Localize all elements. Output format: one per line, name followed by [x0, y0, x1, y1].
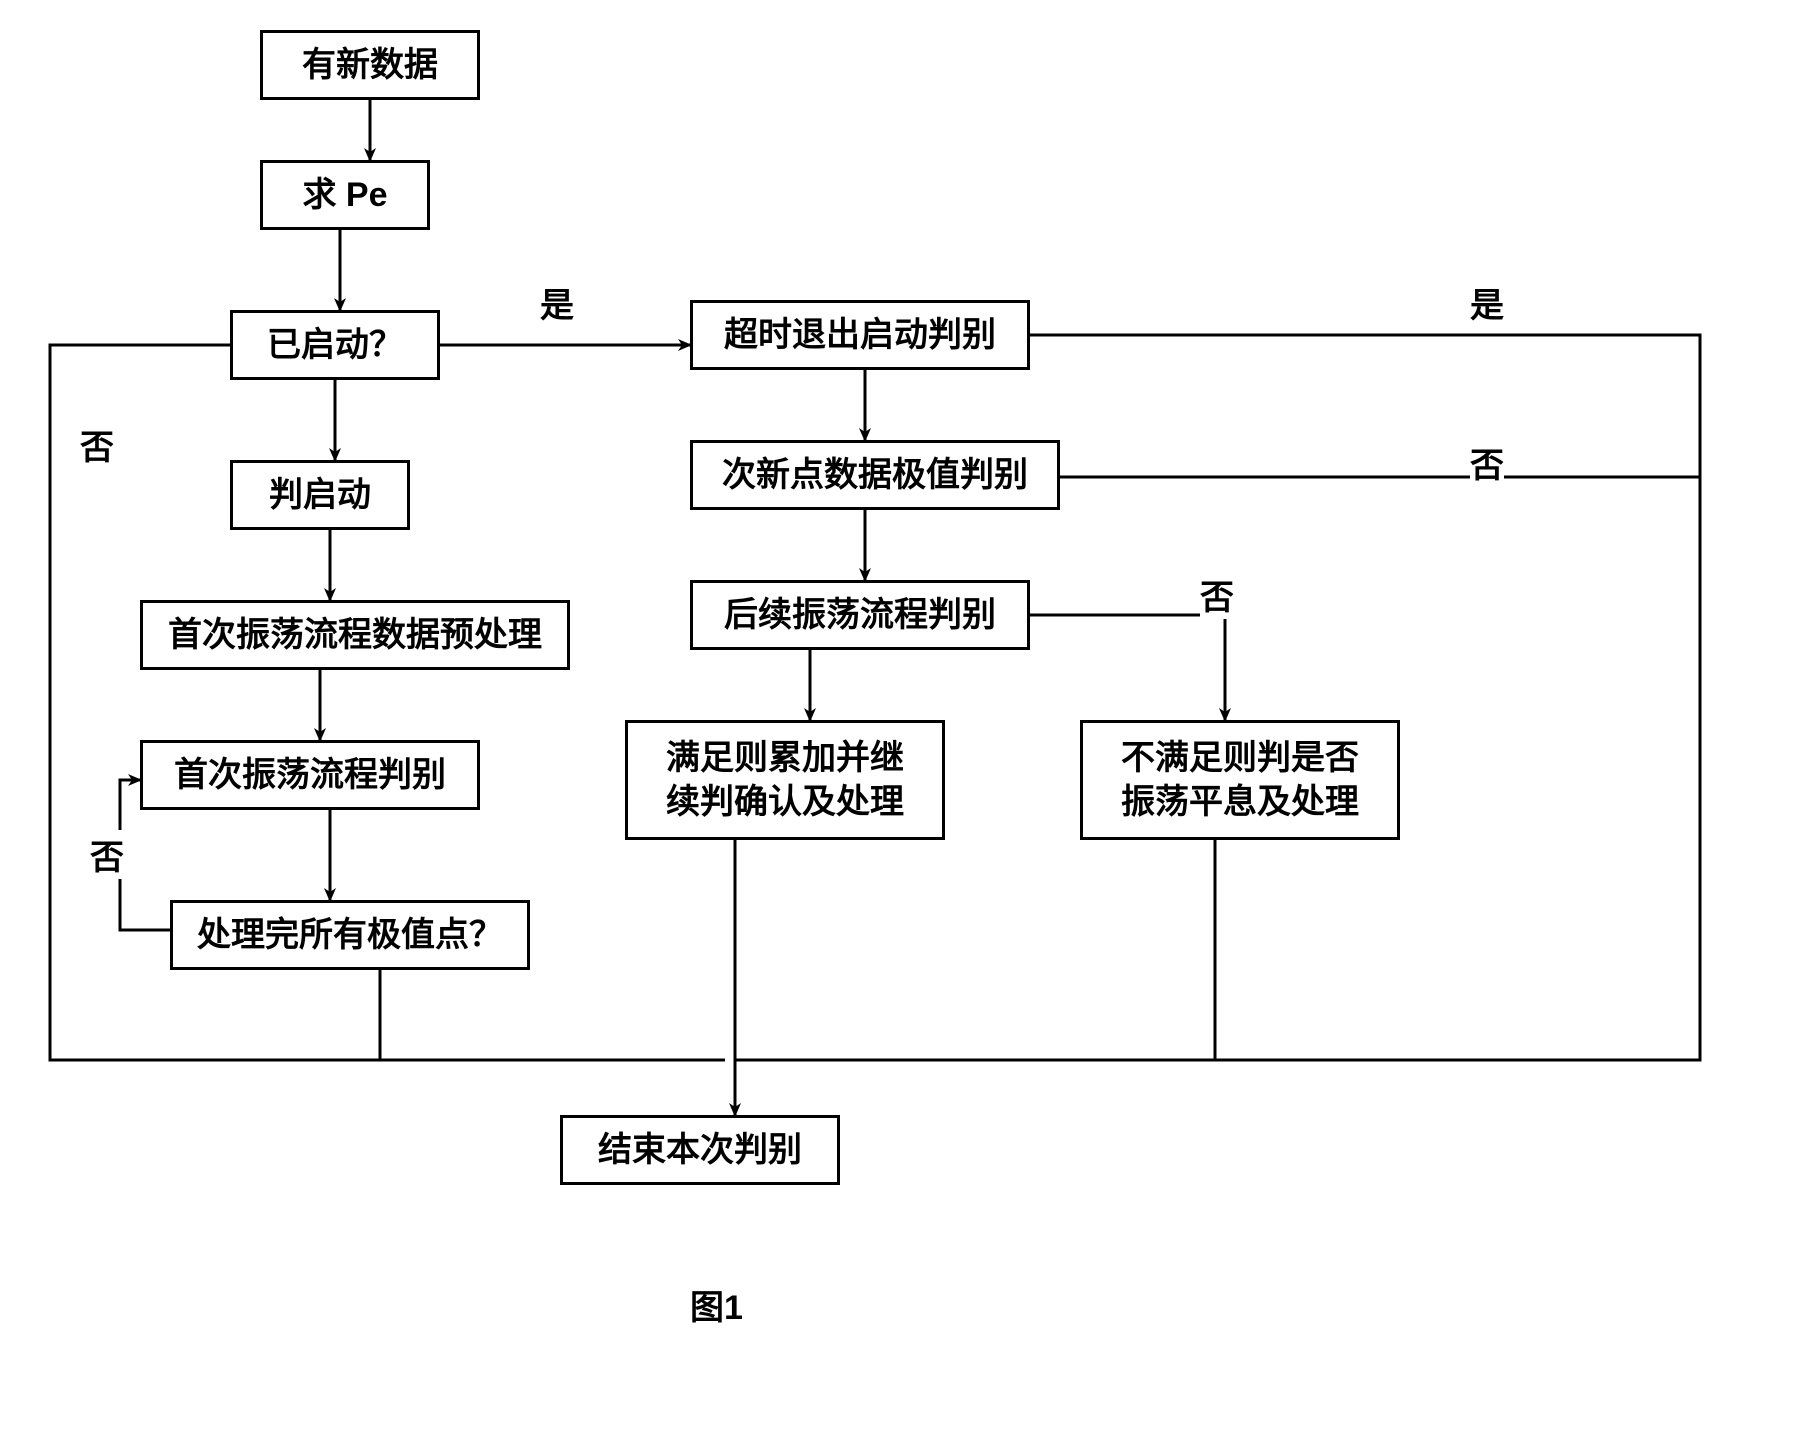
- node-label: 判启动: [269, 473, 371, 517]
- node-label: 有新数据: [302, 43, 438, 87]
- node-label: 处理完所有极值点？: [197, 913, 503, 957]
- node-subsequent-osc: 后续振荡流程判别: [690, 580, 1030, 650]
- node-end-judge: 结束本次判别: [560, 1115, 840, 1185]
- node-label: 超时退出启动判别: [724, 313, 996, 357]
- node-satisfy-accumulate: 满足则累加并继 续判确认及处理: [625, 720, 945, 840]
- node-all-extrema-q: 处理完所有极值点？: [170, 900, 530, 970]
- node-label: 求 Pe: [302, 173, 387, 217]
- node-label: 首次振荡流程判别: [174, 753, 446, 797]
- node-first-osc-judge: 首次振荡流程判别: [140, 740, 480, 810]
- node-label: 首次振荡流程数据预处理: [168, 613, 542, 657]
- edge-label-no-2: 否: [1470, 438, 1504, 487]
- node-label: 后续振荡流程判别: [724, 593, 996, 637]
- node-judge-start: 判启动: [230, 460, 410, 530]
- node-new-data: 有新数据: [260, 30, 480, 100]
- edge-label-yes-1: 是: [540, 278, 574, 327]
- node-first-osc-preprocess: 首次振荡流程数据预处理: [140, 600, 570, 670]
- node-not-satisfy-calm: 不满足则判是否 振荡平息及处理: [1080, 720, 1400, 840]
- edge-label-no-3: 否: [1200, 570, 1234, 619]
- node-timeout-exit: 超时退出启动判别: [690, 300, 1030, 370]
- node-label: 结束本次判别: [598, 1128, 802, 1172]
- node-label: 次新点数据极值判别: [722, 453, 1028, 497]
- node-label: 已启动？: [267, 323, 403, 367]
- node-label: 满足则累加并继 续判确认及处理: [666, 736, 904, 824]
- figure-caption: 图1: [690, 1280, 743, 1329]
- node-started-q: 已启动？: [230, 310, 440, 380]
- node-label: 不满足则判是否 振荡平息及处理: [1121, 736, 1359, 824]
- edge-label-no-4: 否: [90, 830, 124, 879]
- node-next-point-extrema: 次新点数据极值判别: [690, 440, 1060, 510]
- edge-label-yes-2: 是: [1470, 278, 1504, 327]
- node-calc-pe: 求 Pe: [260, 160, 430, 230]
- edge-label-no-1: 否: [80, 420, 114, 469]
